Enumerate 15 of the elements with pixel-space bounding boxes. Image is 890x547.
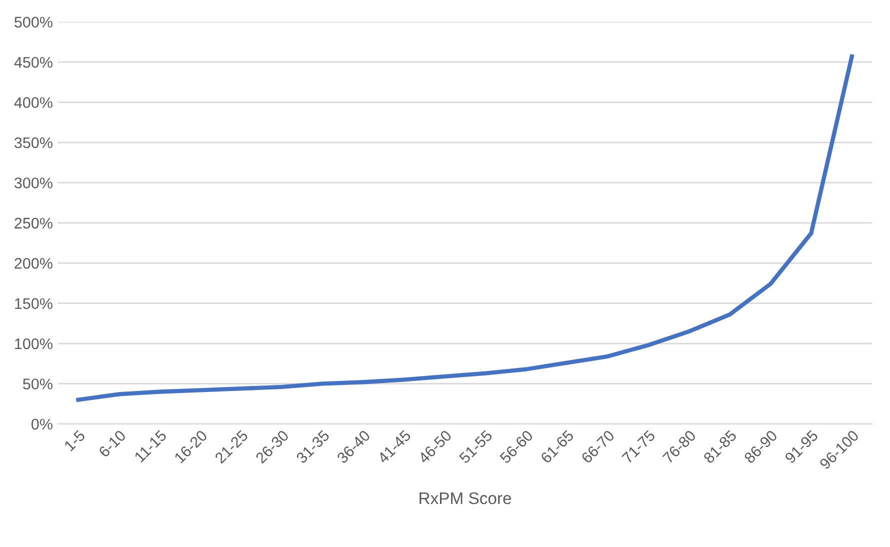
y-tick-label: 200% (14, 258, 52, 269)
y-tick-label: 500% (14, 16, 52, 28)
line-series (76, 54, 854, 402)
y-tick-label: 250% (14, 218, 52, 229)
x-axis-title: RxPM Score (420, 492, 512, 504)
y-tick-label: 300% (14, 178, 52, 188)
y-tick-label: 450% (14, 56, 52, 68)
y-tick-label: 400% (14, 97, 52, 108)
x-tick-label: 6-10 (98, 429, 126, 458)
y-tick-label: 0% (32, 418, 52, 430)
y-tick-label: 50% (23, 378, 52, 390)
x-tick-label: 1-5 (64, 430, 86, 452)
y-tick-label: 150% (15, 298, 52, 309)
y-tick-label: 350% (14, 137, 52, 148)
y-tick-label: 100% (15, 338, 52, 350)
